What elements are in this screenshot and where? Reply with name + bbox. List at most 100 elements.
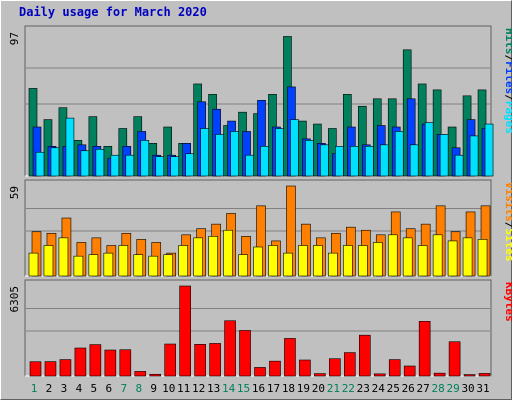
top-bar-pages-24 [379, 144, 389, 177]
bottom-bar-kbytes-20 [314, 373, 326, 377]
middle-bar-sites-30 [462, 237, 473, 277]
middle-bar-sites-31 [477, 239, 488, 277]
middle-bar-sites-12 [193, 237, 203, 277]
x-tick-label-19: 19 [297, 382, 310, 395]
bottom-bar-kbytes-16 [254, 367, 266, 377]
middle-bar-sites-24 [372, 242, 383, 277]
bottom-bar-kbytes-23 [358, 334, 371, 377]
x-tick-label-1: 1 [31, 382, 38, 395]
bottom-legend: KBytes [503, 282, 512, 322]
x-tick-label-27: 27 [417, 382, 430, 395]
middle-bar-sites-17 [268, 245, 278, 277]
top-bar-pages-9 [155, 156, 165, 177]
bottom-bar-kbytes-2 [44, 361, 57, 377]
bottom-bar-kbytes-21 [329, 358, 341, 377]
bottom-max-label: 6305 [8, 286, 21, 313]
top-bar-pages-4 [80, 150, 90, 177]
middle-bar-sites-9 [148, 255, 159, 277]
bottom-bar-kbytes-4 [74, 347, 87, 377]
x-tick-label-29: 29 [446, 382, 459, 395]
top-bar-pages-29 [454, 154, 464, 177]
top-bar-pages-8 [140, 140, 150, 177]
top-bar-pages-6 [110, 154, 120, 177]
top-bar-pages-27 [424, 122, 434, 177]
x-tick-label-7: 7 [120, 382, 127, 395]
middle-bar-sites-23 [357, 245, 368, 277]
middle-bar-sites-8 [133, 254, 144, 277]
middle-bar-sites-28 [432, 234, 443, 277]
top-legend-item-1: / [503, 55, 512, 62]
top-bar-pages-30 [469, 135, 479, 177]
bottom-bar-kbytes-18 [284, 338, 296, 377]
middle-bar-sites-5 [88, 254, 99, 277]
bottom-panel-area [24, 279, 492, 377]
middle-bar-sites-19 [298, 245, 308, 277]
top-bar-pages-25 [394, 131, 404, 177]
middle-bar-sites-1 [28, 252, 39, 277]
middle-legend-item-2: Sites [503, 228, 512, 261]
x-tick-label-9: 9 [150, 382, 157, 395]
middle-bar-sites-13 [208, 236, 218, 277]
top-bar-pages-12 [200, 128, 209, 177]
top-bar-pages-1 [35, 151, 45, 177]
x-tick-label-11: 11 [177, 382, 190, 395]
x-tick-label-16: 16 [252, 382, 265, 395]
top-bar-pages-11 [185, 153, 194, 177]
x-tick-label-23: 23 [357, 382, 370, 395]
middle-bar-sites-3 [58, 237, 69, 277]
top-bar-pages-20 [320, 144, 329, 177]
top-bar-pages-23 [364, 146, 374, 177]
x-tick-label-25: 25 [387, 382, 400, 395]
top-bar-pages-13 [215, 134, 224, 177]
middle-bar-sites-25 [387, 234, 398, 277]
bottom-bar-kbytes-17 [269, 360, 281, 377]
middle-bar-sites-20 [313, 245, 323, 277]
x-tick-label-10: 10 [162, 382, 175, 395]
middle-bar-sites-22 [343, 245, 353, 277]
middle-max-label: 59 [8, 186, 21, 199]
middle-bar-sites-6 [103, 252, 114, 277]
x-tick-label-20: 20 [312, 382, 325, 395]
bottom-bar-kbytes-15 [239, 330, 251, 377]
chart-title: Daily usage for March 2020 [19, 5, 207, 19]
middle-legend: Visits/Sites [503, 182, 512, 262]
x-tick-label-22: 22 [342, 382, 355, 395]
bottom-bar-kbytes-13 [209, 343, 221, 377]
bottom-bar-kbytes-28 [433, 372, 446, 377]
bottom-bar-kbytes-9 [149, 373, 162, 377]
top-bar-pages-16 [260, 146, 269, 177]
top-bar-pages-18 [290, 119, 299, 177]
bottom-bar-kbytes-3 [59, 359, 72, 377]
x-tick-label-14: 14 [222, 382, 236, 395]
x-tick-label-26: 26 [402, 382, 415, 395]
x-tick-label-6: 6 [106, 382, 113, 395]
top-bar-pages-10 [170, 156, 180, 177]
x-tick-label-17: 17 [267, 382, 280, 395]
x-tick-label-18: 18 [282, 382, 295, 395]
top-bar-pages-2 [50, 147, 60, 177]
top-legend: Hits/Files/Pages [503, 28, 512, 134]
bottom-bar-kbytes-25 [388, 359, 401, 377]
top-legend-item-3: / [503, 94, 512, 101]
bottom-bar-kbytes-11 [179, 285, 191, 377]
x-tick-label-28: 28 [432, 382, 445, 395]
x-tick-label-8: 8 [135, 382, 142, 395]
bottom-bar-kbytes-27 [418, 321, 431, 377]
middle-bar-sites-11 [178, 245, 188, 277]
middle-bar-sites-18 [283, 252, 293, 277]
x-tick-label-30: 30 [461, 382, 474, 395]
bottom-bar-kbytes-30 [463, 374, 476, 377]
middle-bar-sites-10 [163, 254, 174, 277]
top-bar-pages-7 [125, 154, 135, 177]
bottom-bar-kbytes-7 [119, 349, 132, 377]
bottom-legend-item-0: KBytes [503, 282, 512, 322]
x-tick-label-31: 31 [476, 382, 489, 395]
x-tick-label-2: 2 [46, 382, 53, 395]
middle-bar-sites-26 [402, 237, 413, 277]
bottom-bar-kbytes-5 [89, 344, 102, 377]
middle-bar-sites-27 [417, 245, 428, 277]
bottom-bar-kbytes-6 [104, 349, 117, 377]
top-bar-pages-28 [439, 134, 449, 177]
top-bar-pages-26 [409, 144, 419, 177]
